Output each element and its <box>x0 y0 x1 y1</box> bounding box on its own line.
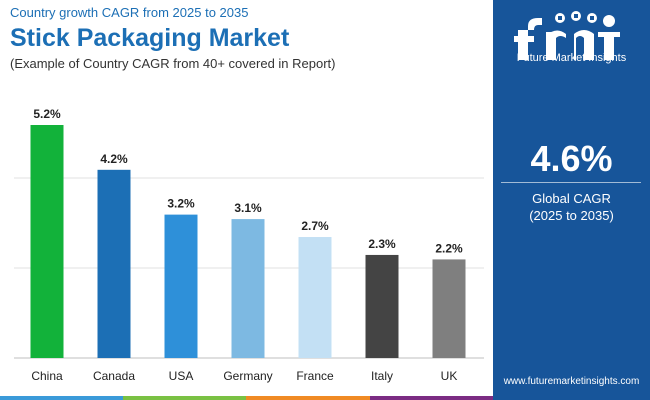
bar-canada <box>97 169 131 358</box>
bar-chart: 5.2% China 4.2% Canada 3.2% USA 3.1% Germany 2.7… <box>14 107 484 383</box>
logo-text: Future Market Insights <box>516 52 627 64</box>
x-tick-label: Canada <box>93 369 135 383</box>
global-cagr-label-line1: Global CAGR <box>532 191 611 206</box>
data-label: 2.3% <box>368 237 396 251</box>
chart-title: Stick Packaging Market <box>10 24 290 52</box>
bar-uk <box>432 259 466 358</box>
divider <box>501 182 641 183</box>
x-tick-label: USA <box>169 369 194 383</box>
header: Country growth CAGR from 2025 to 2035 St… <box>10 4 490 72</box>
bottom-bar-segment <box>123 396 246 400</box>
global-cagr-label: Global CAGR (2025 to 2035) <box>493 190 650 224</box>
data-label: 2.2% <box>435 241 463 255</box>
data-label: 5.2% <box>33 107 61 121</box>
bar-italy <box>365 254 399 358</box>
chart-description: (Example of Country CAGR from 40+ covere… <box>10 56 336 71</box>
data-label: 4.2% <box>100 152 128 166</box>
bottom-bar-segment <box>246 396 370 400</box>
data-label: 3.1% <box>234 201 262 215</box>
bar-china <box>30 125 64 358</box>
bottom-color-bar <box>0 396 493 400</box>
side-panel: Future Market Insights 4.6% Global CAGR … <box>493 0 650 400</box>
global-cagr-value: 4.6% <box>530 138 613 179</box>
bar-france <box>298 237 332 358</box>
data-label: 3.2% <box>167 197 195 211</box>
x-tick-label: France <box>296 369 334 383</box>
bar-usa <box>164 214 198 358</box>
bottom-bar-segment <box>0 396 123 400</box>
x-tick-label: China <box>31 369 63 383</box>
data-label: 2.7% <box>301 219 329 233</box>
global-cagr-label-line2: (2025 to 2035) <box>529 208 614 223</box>
fmi-logo-icon <box>514 11 620 60</box>
bottom-bar-segment <box>370 396 493 400</box>
chart-subtitle: Country growth CAGR from 2025 to 2035 <box>10 5 249 20</box>
website-link[interactable]: www.futuremarketinsights.com <box>503 376 640 387</box>
x-tick-label: Italy <box>371 369 393 383</box>
x-tick-label: UK <box>441 369 458 383</box>
x-tick-label: Germany <box>223 369 272 383</box>
bar-germany <box>231 219 265 358</box>
